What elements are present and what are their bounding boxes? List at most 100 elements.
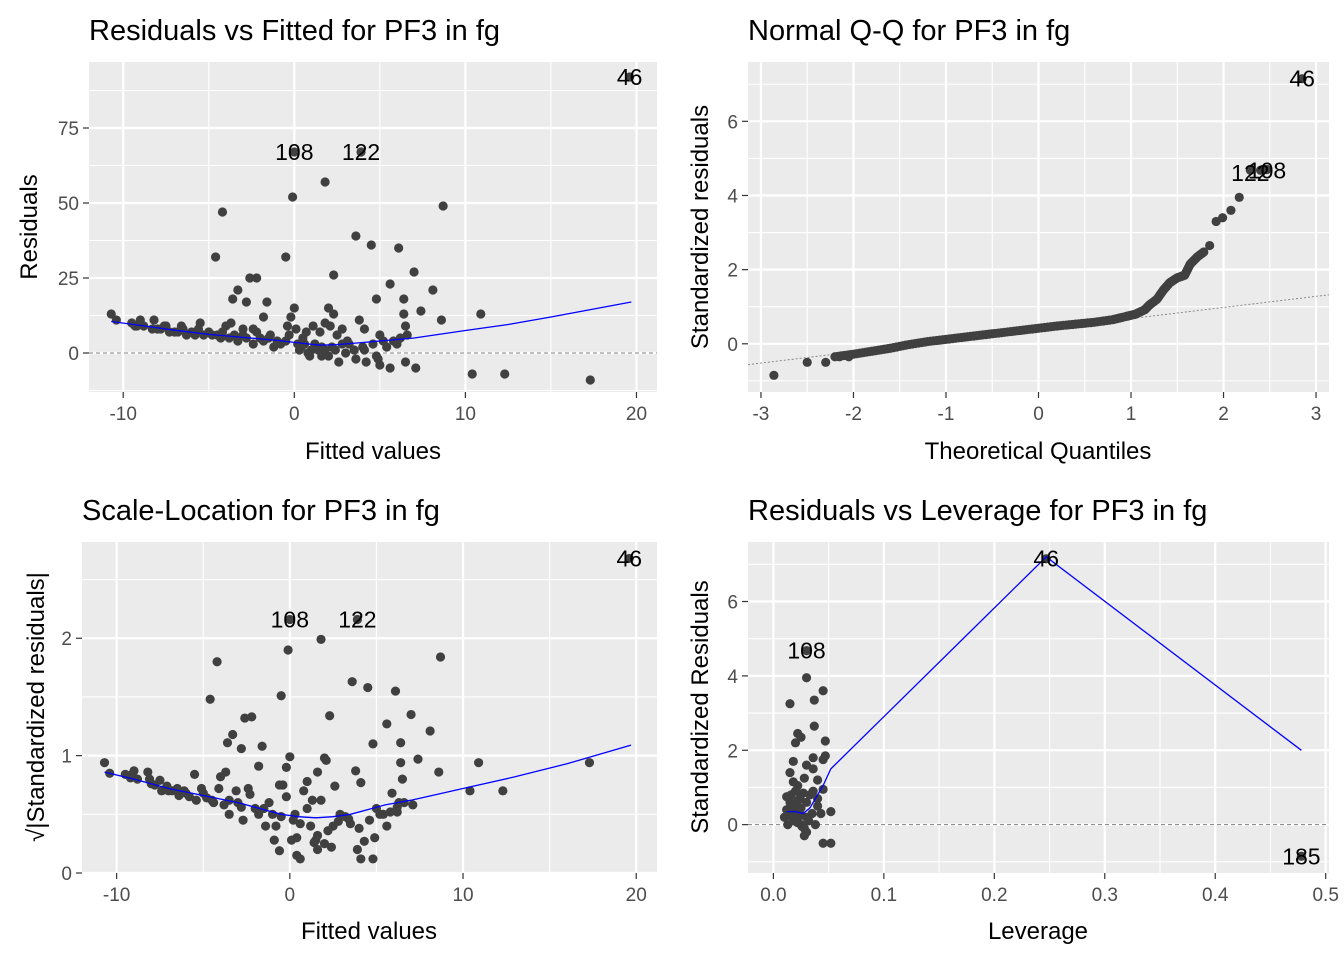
data-point — [257, 741, 267, 751]
data-point — [821, 357, 831, 367]
data-point — [812, 794, 823, 804]
data-point — [330, 781, 340, 791]
data-point — [354, 823, 364, 833]
data-point — [281, 792, 291, 802]
data-point — [106, 309, 116, 319]
data-point — [228, 294, 238, 304]
data-point — [217, 327, 228, 337]
data-point — [808, 753, 818, 763]
x-axis-label: Theoretical Quantiles — [925, 438, 1152, 465]
x-tick-label: 3 — [1311, 404, 1322, 425]
data-point — [500, 369, 510, 379]
x-tick-label: -10 — [103, 885, 130, 906]
data-point — [240, 713, 250, 723]
data-point — [1297, 74, 1307, 84]
data-point — [371, 351, 382, 361]
data-point — [356, 778, 366, 788]
data-point — [351, 766, 361, 776]
data-point — [818, 784, 828, 794]
data-point — [316, 795, 326, 805]
outlier-label: 46 — [616, 545, 642, 571]
data-point — [302, 803, 312, 814]
data-point — [144, 774, 155, 784]
data-point — [820, 736, 830, 746]
x-tick-label: -1 — [938, 404, 955, 425]
data-point — [361, 357, 371, 367]
data-point — [245, 789, 255, 799]
data-point — [808, 764, 818, 774]
data-point — [224, 809, 234, 819]
data-point — [231, 786, 241, 796]
data-point — [816, 808, 826, 819]
data-point — [329, 270, 339, 280]
data-point — [375, 360, 385, 370]
data-point — [425, 726, 435, 736]
data-point — [392, 339, 402, 349]
y-tick-label: 4 — [727, 186, 738, 207]
data-point — [624, 553, 634, 564]
data-point — [1199, 247, 1209, 257]
smooth-line — [111, 301, 632, 346]
outlier-label: 122 — [1231, 160, 1269, 186]
outlier-label: 46 — [617, 64, 643, 90]
data-point — [798, 788, 808, 798]
x-tick-label: 0 — [1033, 404, 1044, 425]
outlier-label: 108 — [271, 606, 309, 632]
data-point — [248, 339, 258, 349]
data-point — [323, 303, 334, 313]
data-point — [382, 719, 392, 729]
data-point — [844, 352, 854, 362]
y-axis-label: Standardized residuals — [687, 105, 714, 349]
data-point — [283, 645, 293, 655]
data-point — [498, 786, 508, 796]
y-tick-label: 25 — [58, 269, 79, 290]
outlier-label: 108 — [1248, 157, 1286, 183]
data-point — [804, 816, 814, 826]
data-point — [143, 767, 153, 777]
data-point — [205, 694, 215, 704]
x-tick-label: 0 — [289, 404, 300, 425]
data-point — [252, 273, 262, 283]
data-point — [291, 324, 301, 334]
x-tick-label: -10 — [109, 404, 136, 425]
data-point — [375, 330, 385, 340]
data-point — [189, 769, 200, 780]
data-point — [812, 801, 823, 811]
data-point — [476, 309, 486, 319]
data-point — [176, 321, 186, 331]
data-point — [245, 273, 255, 283]
data-point — [808, 786, 818, 796]
data-point — [785, 767, 795, 778]
data-point — [585, 375, 595, 385]
panel-title: Normal Q-Q for PF3 in fg — [748, 15, 1070, 47]
data-point — [285, 614, 295, 625]
data-point — [416, 306, 426, 316]
data-point — [127, 769, 137, 780]
data-point — [211, 252, 221, 262]
y-tick-label: 50 — [58, 194, 79, 215]
y-tick-label: 1 — [61, 747, 72, 768]
x-tick-label: 0.3 — [1092, 885, 1118, 906]
data-point — [269, 342, 279, 352]
data-point — [428, 285, 438, 295]
data-point — [233, 336, 243, 346]
outlier-label: 46 — [1289, 66, 1315, 92]
data-point — [368, 854, 378, 864]
x-tick-label: 20 — [626, 404, 647, 425]
data-point — [809, 721, 819, 731]
data-point — [474, 758, 484, 768]
data-point — [233, 285, 243, 295]
data-point — [316, 634, 326, 645]
data-point — [217, 207, 228, 217]
data-point — [390, 686, 401, 696]
data-point — [311, 835, 321, 845]
data-point — [809, 695, 819, 705]
data-point — [402, 330, 412, 340]
data-point — [352, 844, 362, 855]
data-point — [308, 321, 318, 331]
x-tick-label: 20 — [626, 885, 647, 906]
data-point — [399, 309, 409, 319]
data-point — [286, 312, 296, 322]
y-tick-label: 2 — [61, 629, 72, 650]
data-point — [328, 821, 338, 831]
